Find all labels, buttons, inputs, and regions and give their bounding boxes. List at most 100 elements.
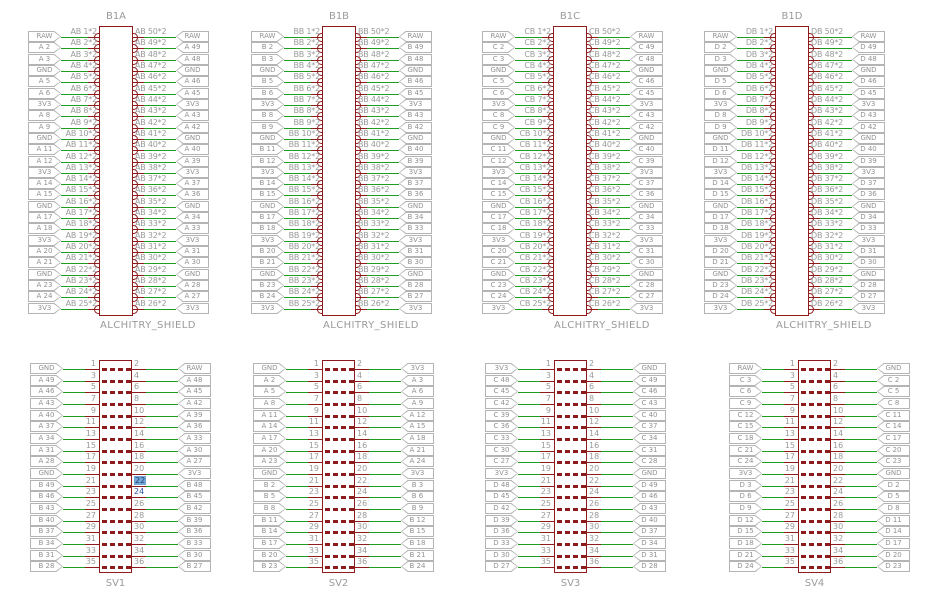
net-wire[interactable]	[518, 544, 540, 545]
net-label[interactable]: 3V3	[401, 468, 434, 479]
net-wire[interactable]	[367, 195, 399, 196]
net-label[interactable]: C 9	[729, 398, 762, 409]
net-wire[interactable]	[515, 309, 542, 310]
pin-name[interactable]: DB 23*2	[740, 276, 773, 285]
net-label[interactable]: GND	[251, 65, 284, 76]
net-label[interactable]: C 49	[630, 42, 663, 53]
pin-line[interactable]	[542, 275, 553, 276]
net-wire[interactable]	[61, 105, 88, 106]
net-wire[interactable]	[601, 567, 633, 568]
pin-name[interactable]: DB 46*2	[811, 72, 844, 81]
net-label[interactable]: 3V3	[852, 235, 885, 246]
net-label[interactable]: D 46	[633, 491, 666, 502]
net-label[interactable]: B 11	[251, 144, 284, 155]
pin-line[interactable]	[831, 451, 845, 452]
net-label[interactable]: 3V3	[482, 167, 515, 178]
net-wire[interactable]	[284, 207, 311, 208]
pin-line[interactable]	[88, 241, 99, 242]
net-wire[interactable]	[286, 381, 308, 382]
pin-line[interactable]	[356, 139, 367, 140]
net-wire[interactable]	[63, 381, 85, 382]
net-wire[interactable]	[518, 427, 540, 428]
pin-line[interactable]	[311, 195, 322, 196]
net-label[interactable]: B 33	[399, 223, 432, 234]
pin-line[interactable]	[356, 48, 367, 49]
pin-line[interactable]	[542, 94, 553, 95]
net-label[interactable]: 3V3	[251, 99, 284, 110]
net-wire[interactable]	[286, 544, 308, 545]
pin-line[interactable]	[85, 474, 99, 475]
pin-name[interactable]: DB 10*2	[740, 129, 773, 138]
pin-name[interactable]: CB 3*2	[524, 50, 551, 59]
net-wire[interactable]	[286, 462, 308, 463]
net-label[interactable]: C 33	[630, 223, 663, 234]
pin-line[interactable]	[587, 128, 598, 129]
net-label[interactable]: D 5	[877, 491, 910, 502]
net-wire[interactable]	[284, 116, 311, 117]
net-label[interactable]: B 49	[30, 480, 63, 491]
net-label[interactable]: D 31	[633, 550, 666, 561]
net-wire[interactable]	[286, 392, 308, 393]
pin-number[interactable]: 18	[589, 453, 621, 461]
net-label[interactable]: A 12	[28, 156, 61, 167]
net-label[interactable]: 3V3	[630, 167, 663, 178]
pin-name[interactable]: DB 1*2	[745, 27, 773, 36]
net-wire[interactable]	[369, 532, 401, 533]
net-wire[interactable]	[601, 381, 633, 382]
net-wire[interactable]	[144, 286, 176, 287]
net-label[interactable]: A 15	[28, 189, 61, 200]
net-label[interactable]: D 28	[633, 561, 666, 572]
pin-line[interactable]	[542, 184, 553, 185]
net-label[interactable]: D 45	[852, 88, 885, 99]
pin-line[interactable]	[764, 48, 775, 49]
pin-line[interactable]	[809, 263, 820, 264]
net-label[interactable]: A 45	[178, 386, 211, 397]
pin-line[interactable]	[133, 94, 144, 95]
pin-line[interactable]	[587, 105, 598, 106]
pin-number[interactable]: 33	[519, 547, 551, 555]
pin-number[interactable]: 16	[357, 442, 389, 450]
pin-line[interactable]	[831, 439, 845, 440]
pin-line[interactable]	[356, 173, 367, 174]
net-label[interactable]: D 24	[729, 561, 762, 572]
pin-line[interactable]	[88, 309, 99, 310]
net-wire[interactable]	[284, 297, 311, 298]
net-wire[interactable]	[762, 544, 784, 545]
pin-name[interactable]: DB 12*2	[740, 152, 773, 161]
net-label[interactable]: GND	[852, 133, 885, 144]
pin-line[interactable]	[764, 60, 775, 61]
net-label[interactable]: C 12	[482, 156, 515, 167]
pin-line[interactable]	[132, 451, 146, 452]
net-label[interactable]: C 6	[729, 386, 762, 397]
pin-name[interactable]: AB 46*2	[135, 72, 167, 81]
net-wire[interactable]	[286, 416, 308, 417]
pin-name[interactable]: AB 26*2	[135, 299, 167, 308]
pin-line[interactable]	[355, 556, 369, 557]
pin-line[interactable]	[132, 497, 146, 498]
net-wire[interactable]	[820, 105, 852, 106]
pin-name[interactable]: AB 43*2	[135, 106, 167, 115]
net-label[interactable]: RAW	[178, 363, 211, 374]
net-label[interactable]: C 43	[630, 110, 663, 121]
net-wire[interactable]	[367, 94, 399, 95]
net-label[interactable]: D 42	[852, 122, 885, 133]
net-wire[interactable]	[144, 60, 176, 61]
pin-line[interactable]	[831, 556, 845, 557]
pin-name[interactable]: DB 42*2	[811, 118, 844, 127]
net-wire[interactable]	[286, 404, 308, 405]
pin-name[interactable]: AB 19*2	[65, 231, 98, 240]
pin-line[interactable]	[764, 195, 775, 196]
net-label[interactable]: 3V3	[704, 167, 737, 178]
net-label[interactable]: C 39	[485, 410, 518, 421]
net-wire[interactable]	[845, 404, 877, 405]
pin-line[interactable]	[764, 309, 775, 310]
net-label[interactable]: D 42	[485, 503, 518, 514]
pin-name[interactable]: CB 40*2	[589, 140, 621, 149]
pin-name[interactable]: BB 2*2	[293, 38, 321, 47]
net-wire[interactable]	[284, 162, 311, 163]
pin-number[interactable]: 3	[64, 372, 96, 380]
pin-line[interactable]	[540, 427, 554, 428]
pin-name[interactable]: AB 30*2	[135, 253, 167, 262]
net-label[interactable]: GND	[630, 65, 663, 76]
pin-line[interactable]	[764, 105, 775, 106]
